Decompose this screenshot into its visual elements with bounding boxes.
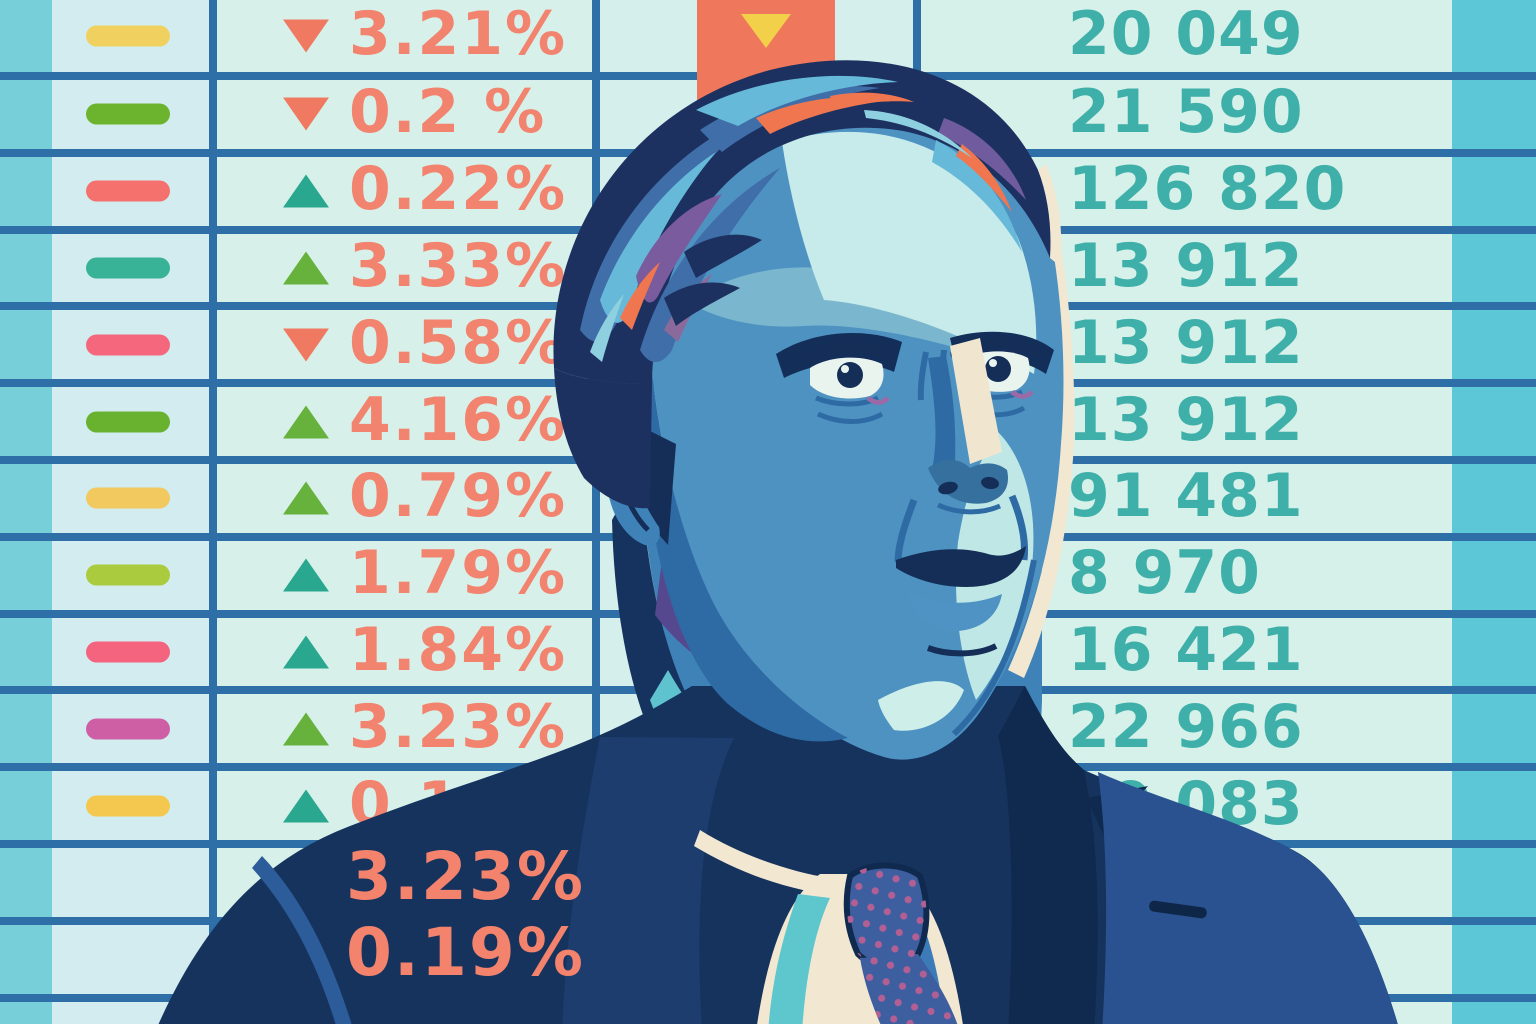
trend-dash (86, 334, 170, 356)
value-text: 8 970 (1068, 538, 1261, 609)
forehead-highlight (782, 131, 1037, 374)
tie (843, 862, 958, 1024)
percent-text: 3.21% (349, 0, 568, 69)
rim-light (1008, 218, 1075, 678)
dash-column (52, 0, 209, 1024)
trend-up-icon (283, 712, 329, 746)
sleeve-seam (252, 856, 352, 1024)
overlay-percent-1: 3.23% (346, 838, 585, 915)
board-row: 1.84% 16 421 (0, 614, 1536, 687)
board-row: 0.58% 13 912 (0, 307, 1536, 379)
value-text: 21 590 (1068, 77, 1304, 148)
percent-text: 1.79% (349, 538, 568, 609)
trend-dash (86, 564, 170, 586)
percent-text: 1.84% (349, 614, 568, 685)
value-text: 13 912 (1068, 307, 1304, 378)
board-row: 4.16% 13 912 (0, 384, 1536, 456)
mouth (896, 546, 1026, 657)
board-row: 3.21% 20 049 (0, 0, 1536, 72)
percent-text: 0.58% (349, 307, 568, 378)
trend-up-icon (283, 558, 329, 592)
trend-down-icon (283, 97, 329, 131)
value-text: 22 966 (1068, 691, 1304, 762)
trend-up-icon (283, 635, 329, 669)
trend-dash (86, 795, 170, 817)
trend-down-icon (283, 328, 329, 362)
board-row: 0.22% 126 820 (0, 154, 1536, 226)
trend-dash (86, 103, 170, 125)
value-text: 13 912 (1068, 384, 1304, 455)
eyes (800, 336, 1040, 424)
trend-up-icon (283, 481, 329, 515)
board-row: 3.23% 22 966 (0, 691, 1536, 763)
trend-dash (86, 718, 170, 740)
nose (894, 338, 1028, 563)
trend-dash (86, 641, 170, 663)
trend-dash (86, 180, 170, 202)
grid-vline (209, 0, 217, 1024)
right-lapel (998, 686, 1098, 1024)
value-text: 126 820 (1068, 154, 1347, 225)
board-row: 1.79% 8 970 (0, 538, 1536, 610)
value-text: 13 912 (1068, 230, 1304, 301)
trend-up-icon (283, 789, 329, 823)
percent-text: 0.2 % (349, 77, 547, 148)
grid-vline (592, 0, 600, 1024)
trend-dash (86, 25, 170, 47)
percent-text: 0.79% (349, 461, 568, 532)
right-teal-strip (1452, 0, 1536, 1024)
suit-jacket (158, 686, 1398, 1024)
board-row: 3.33% 13 912 (0, 230, 1536, 303)
percent-text: 4.16% (349, 384, 568, 455)
collar-line (694, 830, 830, 894)
trend-up-icon (283, 405, 329, 439)
pocket-slit (1149, 900, 1207, 919)
percent-text: 0.22% (349, 154, 568, 225)
down-arrow-icon (741, 14, 791, 48)
trend-dash (86, 257, 170, 279)
trend-dash (86, 487, 170, 509)
board-row: 0.79% 91 481 (0, 461, 1536, 533)
left-teal-strip (0, 0, 52, 1024)
trend-up-icon (283, 251, 329, 285)
overlay-percent-2: 0.19% (346, 914, 585, 991)
trend-dash (86, 411, 170, 433)
value-text: 16 421 (1068, 614, 1304, 685)
value-text: 20 049 (1068, 0, 1304, 69)
board-row: 0.2 % 21 590 (0, 77, 1536, 149)
trend-up-icon (283, 174, 329, 208)
trend-down-icon (283, 19, 329, 53)
percent-text: 3.23% (349, 691, 568, 762)
hair (553, 60, 1062, 509)
value-text: 91 481 (1068, 461, 1304, 532)
percent-text: 3.33% (349, 230, 568, 301)
